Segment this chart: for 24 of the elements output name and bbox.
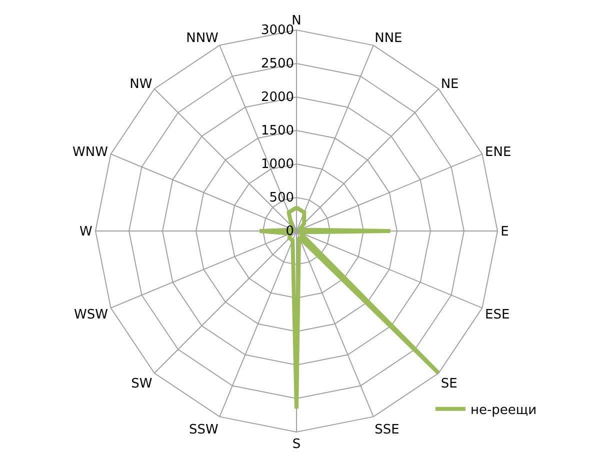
spoke-label: SW [131, 376, 152, 392]
spoke-label: WNW [72, 145, 108, 160]
spoke-label: S [292, 437, 301, 452]
spoke-label: NNE [374, 30, 402, 46]
spoke-label: WSW [74, 307, 108, 322]
y-tick-label: 1000 [260, 157, 294, 172]
y-tick-label: 1500 [260, 124, 294, 139]
spoke-label: NE [440, 77, 459, 92]
spoke-label: NW [130, 77, 152, 92]
y-tick-label: 3000 [260, 23, 294, 38]
legend-label: не-реещи [470, 402, 537, 418]
y-tick-label: 0 [286, 224, 294, 240]
spoke-label: E [500, 224, 509, 240]
spoke-label: N [292, 13, 302, 28]
spoke-label: ESE [485, 307, 510, 322]
spoke-label: NNW [186, 30, 219, 46]
spoke-label: SSE [374, 422, 400, 438]
spoke-label: SSW [189, 422, 219, 438]
spoke-label: ENE [485, 145, 512, 160]
spoke-label: SE [440, 376, 458, 392]
y-tick-label: 2500 [260, 56, 294, 72]
spoke-label: W [80, 224, 93, 240]
y-tick-label: 2000 [260, 90, 294, 106]
y-tick-label: 500 [269, 190, 294, 206]
